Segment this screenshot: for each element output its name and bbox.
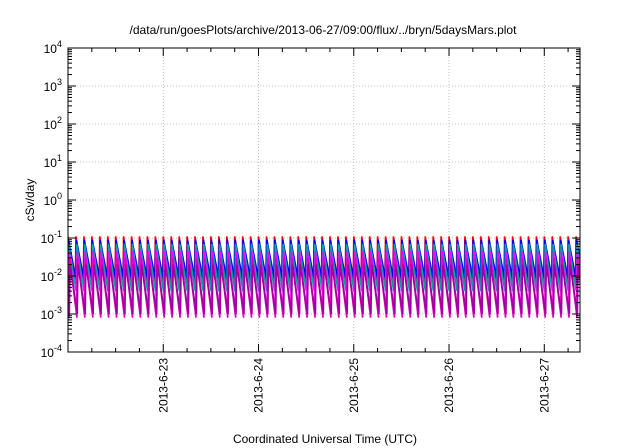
y-tick-base: 10 <box>41 270 55 284</box>
y-tick-label: 102 <box>44 115 62 132</box>
y-tick-label: 104 <box>44 39 62 56</box>
x-tick-label: 2013-6-26 <box>442 358 456 413</box>
y-axis-label: cSv/day <box>23 179 37 222</box>
x-tick-label: 2013-6-24 <box>252 358 266 413</box>
y-tick-label: 10-3 <box>41 305 62 322</box>
y-tick-label: 101 <box>44 153 62 170</box>
y-tick-label: 10-4 <box>41 343 62 360</box>
y-tick-exponent: 2 <box>57 115 62 125</box>
y-tick-base: 10 <box>41 346 55 360</box>
y-tick-exponent: -1 <box>54 229 62 239</box>
y-tick-exponent: -4 <box>54 343 62 353</box>
y-tick-exponent: 0 <box>57 191 62 201</box>
y-tick-base: 10 <box>44 80 58 94</box>
y-tick-label: 10-1 <box>41 229 62 246</box>
y-tick-exponent: -3 <box>54 305 62 315</box>
chart-title: /data/run/goesPlots/archive/2013-06-27/0… <box>130 23 518 37</box>
y-tick-base: 10 <box>44 194 58 208</box>
x-tick-label: 2013-6-23 <box>156 358 170 413</box>
y-tick-base: 10 <box>44 42 58 56</box>
y-tick-base: 10 <box>41 308 55 322</box>
y-tick-base: 10 <box>44 156 58 170</box>
y-tick-exponent: 3 <box>57 77 62 87</box>
y-tick-base: 10 <box>41 232 55 246</box>
y-tick-label: 103 <box>44 77 62 94</box>
x-axis-label: Coordinated Universal Time (UTC) <box>233 432 417 446</box>
x-axis: 2013-6-23 2013-6-24 2013-6-25 2013-6-26 2013… <box>91 48 569 413</box>
series-lines <box>68 236 580 318</box>
y-tick-exponent: 1 <box>57 153 62 163</box>
y-tick-exponent: 4 <box>57 39 62 49</box>
x-tick-label: 2013-6-25 <box>347 358 361 413</box>
series-line <box>68 264 580 315</box>
y-tick-exponent: -2 <box>54 267 62 277</box>
y-tick-base: 10 <box>44 118 58 132</box>
y-tick-label: 100 <box>44 191 62 208</box>
y-tick-label: 10-2 <box>41 267 62 284</box>
x-tick-label: 2013-6-27 <box>537 358 551 413</box>
